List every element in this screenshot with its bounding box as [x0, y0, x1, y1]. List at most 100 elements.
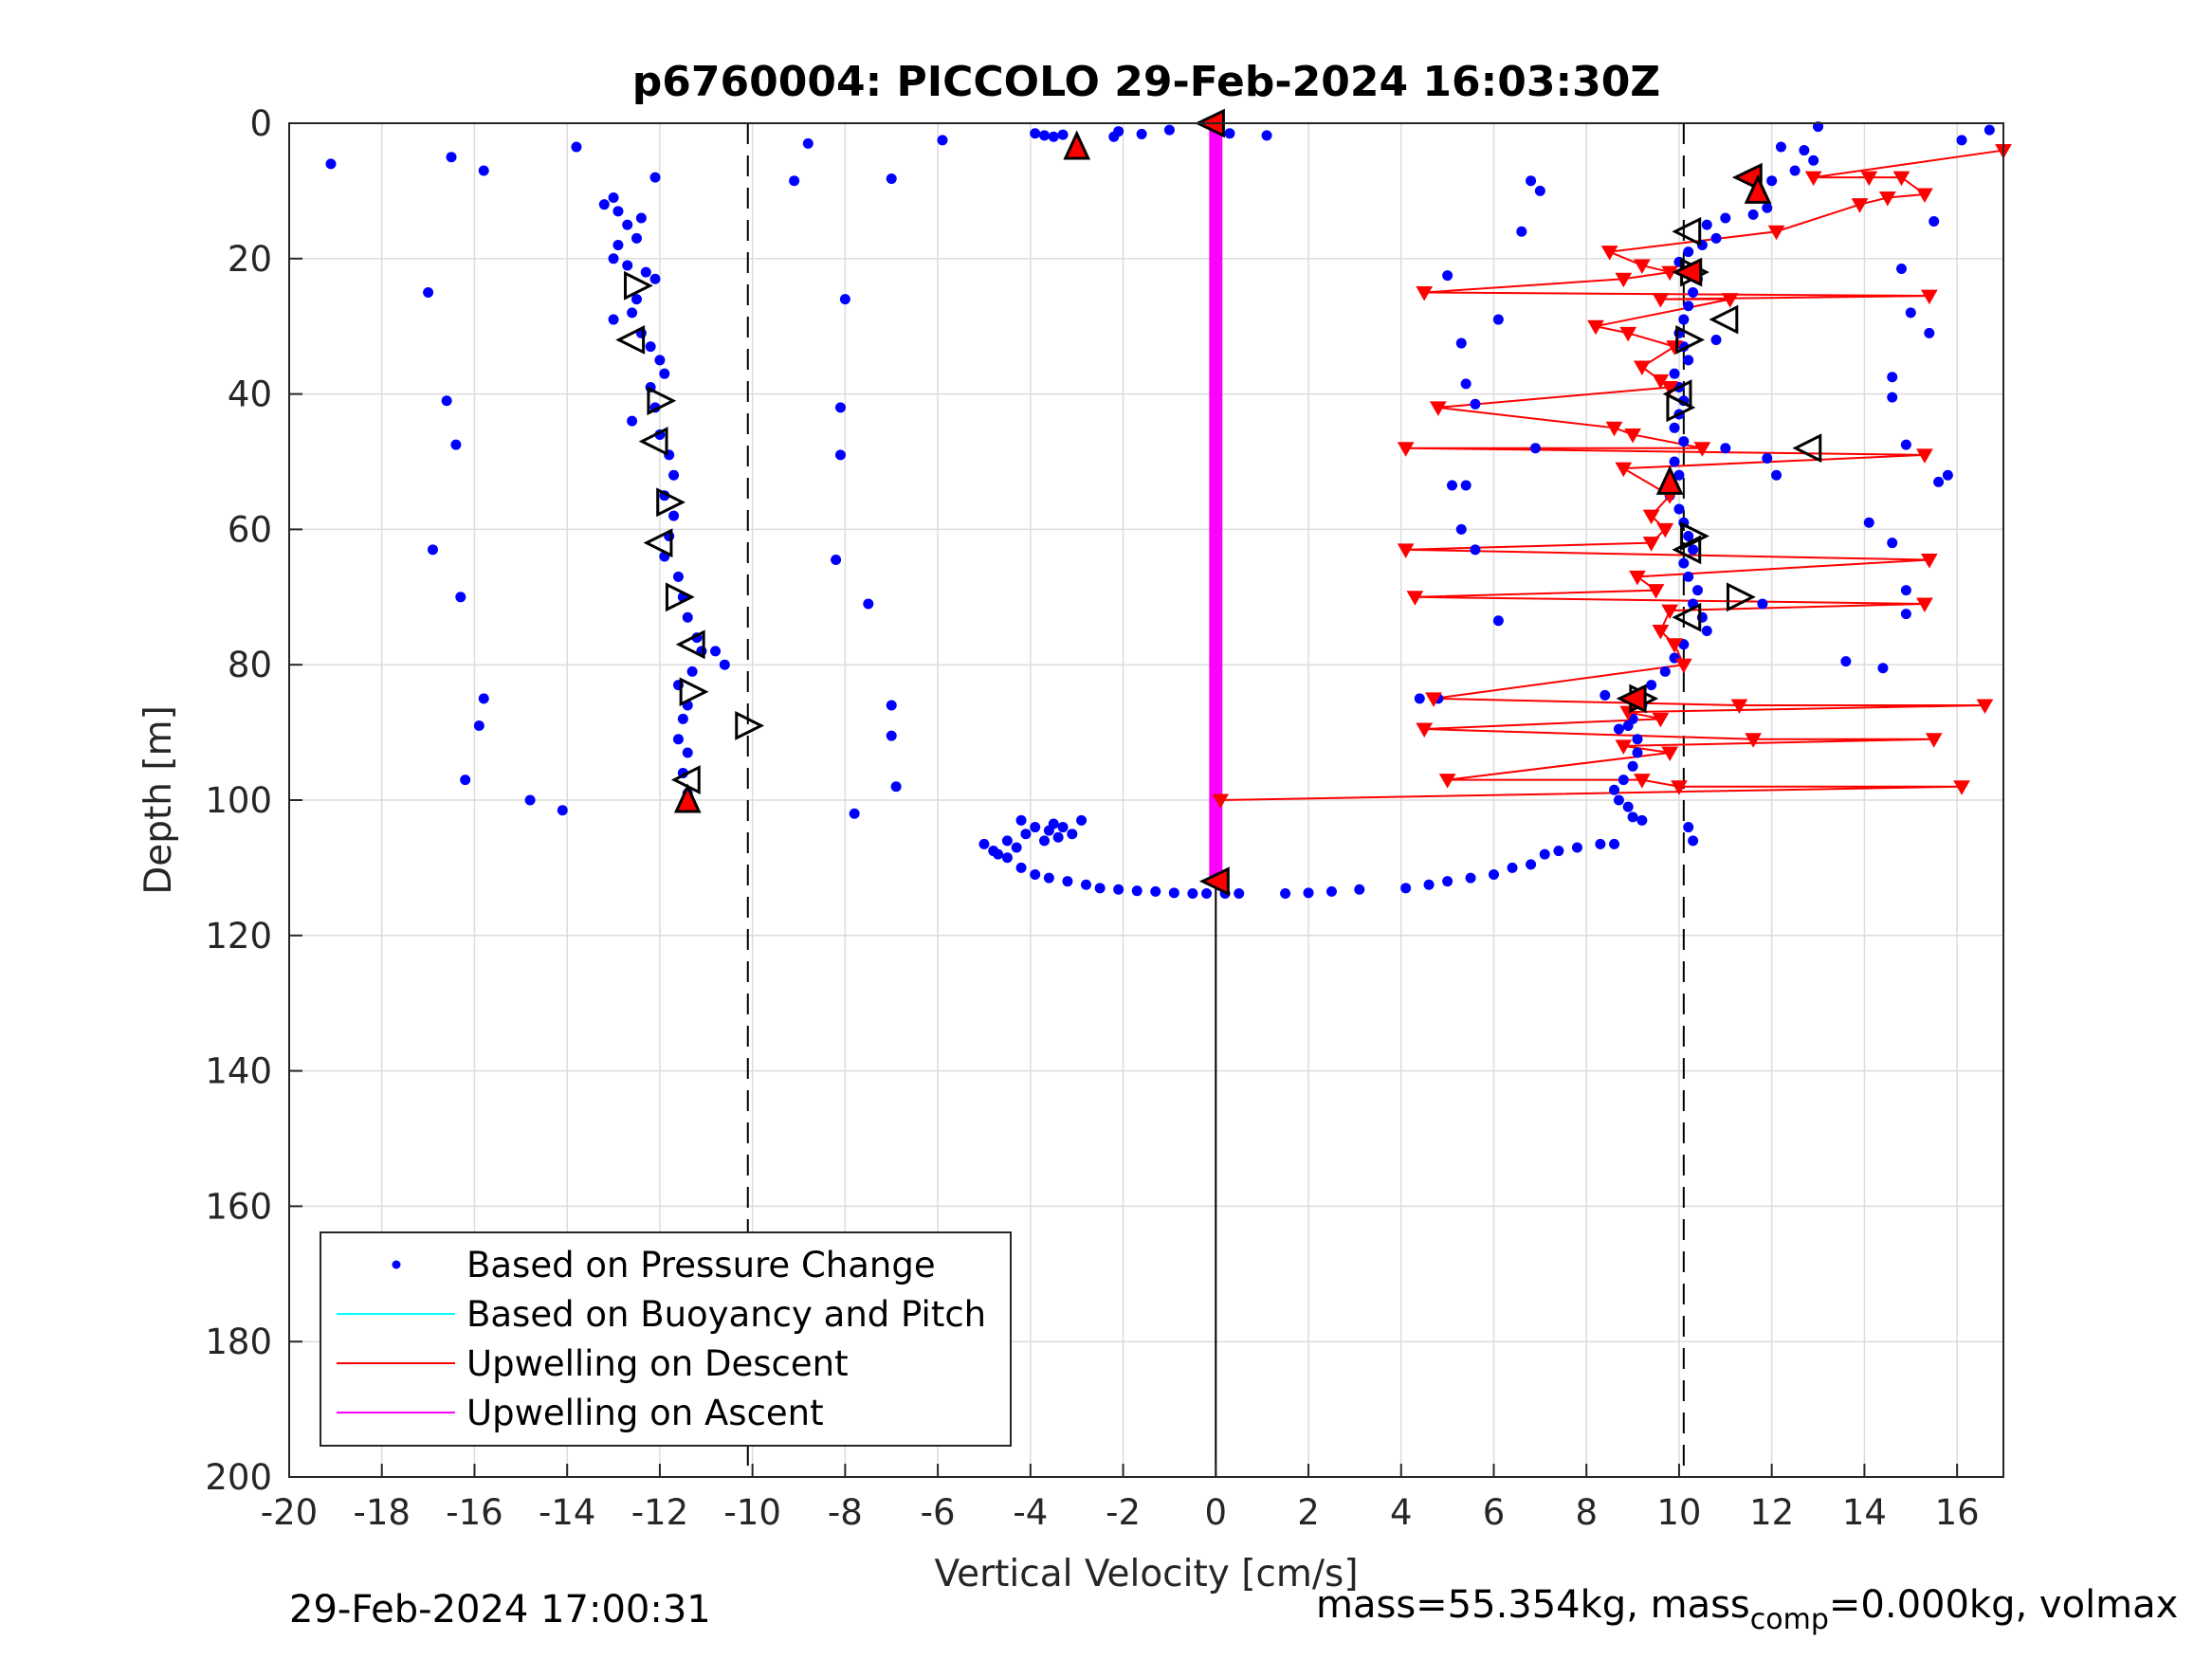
descent-marker — [1416, 722, 1434, 738]
data-point — [668, 510, 680, 521]
x-tick-label: -18 — [354, 1492, 411, 1533]
data-point — [1636, 814, 1648, 826]
descent-marker — [1647, 584, 1665, 599]
data-point — [1710, 232, 1722, 244]
upwelling-descent-lines — [1220, 149, 2004, 801]
data-point — [789, 175, 800, 187]
data-point — [1600, 689, 1611, 701]
data-point — [1683, 246, 1694, 258]
data-point — [1136, 128, 1147, 139]
data-point — [1678, 314, 1690, 325]
descent-marker — [1925, 733, 1943, 748]
data-point — [1710, 334, 1722, 345]
data-point — [1011, 842, 1022, 853]
descent-marker — [1745, 733, 1762, 748]
data-point — [1799, 145, 1810, 156]
data-point — [571, 141, 582, 153]
filled-triangle-marker — [1198, 866, 1230, 897]
data-point — [1492, 615, 1504, 627]
x-tick-label: -12 — [631, 1492, 688, 1533]
data-point — [1613, 794, 1624, 806]
y-tick-label: 40 — [228, 374, 272, 415]
descent-marker — [1851, 198, 1869, 213]
data-point — [1455, 523, 1467, 535]
x-tick-label: 6 — [1483, 1492, 1506, 1533]
data-point — [612, 240, 624, 251]
filled-triangle-marker — [1744, 173, 1772, 204]
x-tick-label: -8 — [828, 1492, 863, 1533]
data-point — [1683, 531, 1694, 542]
data-point — [612, 206, 624, 217]
data-point — [1691, 585, 1703, 596]
data-point — [1673, 503, 1685, 515]
descent-marker — [1615, 272, 1633, 288]
data-point — [1108, 131, 1120, 142]
open-triangle-marker — [1672, 535, 1702, 565]
data-point — [478, 693, 489, 704]
open-triangle-marker — [1680, 521, 1709, 551]
descent-marker — [1652, 625, 1670, 640]
data-point — [1325, 885, 1337, 897]
data-point — [1534, 185, 1545, 196]
descent-marker — [1767, 225, 1785, 241]
data-point — [473, 720, 484, 731]
data-point — [1015, 814, 1027, 826]
data-point — [1622, 720, 1634, 731]
data-point — [1447, 480, 1458, 491]
descent-marker — [1976, 699, 1994, 715]
descent-marker — [1633, 360, 1651, 376]
legend-symbol-pressure — [392, 1260, 401, 1269]
x-tick-label: -4 — [1013, 1492, 1048, 1533]
data-point — [1595, 838, 1606, 849]
mass-text-b: =0.000kg, volmax — [1828, 1583, 2179, 1627]
descent-marker — [1953, 780, 1970, 795]
data-point — [608, 314, 619, 325]
data-point — [1038, 130, 1050, 141]
descent-marker — [1671, 780, 1688, 795]
descent-marker — [1661, 265, 1679, 282]
open-triangle-marker — [656, 487, 686, 518]
data-point — [1062, 876, 1073, 887]
data-point — [1423, 879, 1435, 890]
data-point — [1683, 301, 1694, 312]
data-point — [1771, 469, 1782, 481]
x-tick-label: -10 — [723, 1492, 780, 1533]
data-point — [627, 307, 638, 319]
footer-timestamp: 29-Feb-2024 17:00:31 — [289, 1588, 711, 1632]
data-point — [1488, 869, 1499, 881]
data-point — [1887, 538, 1898, 549]
open-triangle-marker — [1792, 433, 1822, 464]
data-point — [1840, 656, 1852, 667]
data-point — [1460, 378, 1472, 390]
open-triangle-marker — [1675, 325, 1706, 355]
descent-marker — [1693, 442, 1711, 457]
descent-marker — [1605, 421, 1623, 437]
data-point — [1877, 663, 1889, 674]
data-point — [622, 219, 633, 230]
descent-marker — [1916, 448, 1933, 464]
y-tick-label: 140 — [205, 1051, 272, 1092]
data-point — [622, 260, 633, 271]
x-tick-label: 2 — [1297, 1492, 1320, 1533]
x-tick-label: 14 — [1842, 1492, 1887, 1533]
y-tick-label: 100 — [205, 780, 272, 821]
data-point — [1113, 884, 1124, 895]
data-point — [668, 469, 680, 481]
descent-marker — [1425, 692, 1442, 707]
data-point — [1775, 141, 1786, 153]
x-tick-label: 12 — [1749, 1492, 1794, 1533]
data-point — [1983, 124, 1995, 136]
open-triangle-marker — [1666, 392, 1696, 423]
data-point — [1492, 314, 1504, 325]
data-point — [1043, 825, 1054, 836]
data-point — [1887, 372, 1898, 383]
data-point — [446, 152, 457, 163]
data-point — [1762, 202, 1773, 213]
data-point — [1234, 888, 1245, 900]
descent-marker — [1397, 543, 1415, 558]
y-tick-label: 180 — [205, 1322, 272, 1362]
descent-marker — [1916, 188, 1933, 203]
data-point — [1400, 883, 1412, 894]
data-point — [654, 355, 666, 366]
descent-marker — [1416, 286, 1434, 301]
